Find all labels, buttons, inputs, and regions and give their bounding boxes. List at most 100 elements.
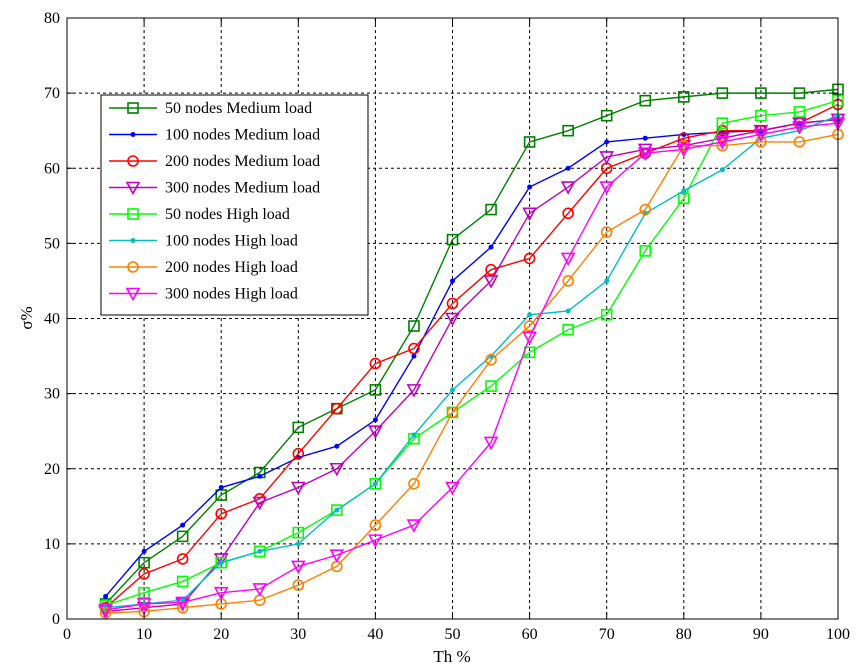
- data-point: [369, 357, 382, 370]
- data-point: [180, 522, 186, 528]
- data-point: [103, 593, 109, 599]
- x-tick-label: 40: [367, 626, 383, 643]
- data-point: [600, 226, 613, 238]
- data-point: [176, 530, 189, 543]
- legend-swatch-marker: [125, 181, 141, 196]
- data-point: [295, 541, 301, 547]
- x-tick-label: 50: [445, 626, 461, 643]
- data-point: [292, 579, 305, 591]
- data-point: [98, 604, 113, 618]
- legend-entry: 100 nodes High load: [165, 233, 298, 250]
- y-tick-label: 0: [52, 611, 60, 628]
- legend-entry: 200 nodes High load: [165, 259, 298, 276]
- data-point: [368, 534, 383, 548]
- legend-entry: 100 nodes Medium load: [165, 127, 320, 144]
- data-point: [408, 320, 420, 332]
- data-point: [716, 117, 729, 129]
- data-point: [411, 353, 417, 359]
- data-point: [483, 275, 499, 289]
- data-point: [562, 207, 574, 220]
- data-point: [600, 308, 613, 321]
- data-point: [637, 147, 653, 161]
- data-point: [252, 583, 268, 597]
- data-point: [560, 181, 576, 195]
- series-line: [105, 103, 839, 609]
- data-point: [522, 207, 537, 221]
- data-point: [485, 380, 497, 392]
- data-point: [485, 354, 497, 366]
- data-point: [488, 244, 494, 250]
- data-point: [138, 568, 150, 580]
- x-tick-label: 70: [599, 626, 615, 643]
- data-point: [411, 432, 417, 438]
- data-point: [99, 607, 112, 619]
- data-point: [562, 275, 574, 287]
- data-point: [677, 91, 690, 103]
- data-point: [292, 526, 305, 539]
- data-point: [446, 233, 459, 246]
- y-tick-label: 60: [44, 160, 60, 177]
- data-point: [676, 143, 692, 158]
- data-point: [141, 548, 147, 554]
- data-point: [755, 136, 767, 148]
- y-tick-label: 80: [44, 10, 60, 27]
- data-point: [136, 598, 152, 612]
- y-tick-label: 20: [44, 461, 60, 478]
- series-layer: [98, 83, 846, 620]
- data-point: [334, 507, 340, 513]
- data-point: [523, 252, 536, 265]
- data-point: [215, 489, 227, 501]
- y-tick-label: 40: [44, 311, 60, 328]
- data-point: [527, 312, 533, 318]
- legend-swatch-marker: [127, 102, 139, 114]
- data-point: [292, 447, 305, 460]
- x-tick-label: 0: [63, 626, 71, 643]
- data-point: [329, 462, 345, 477]
- data-point: [677, 132, 690, 144]
- data-point: [408, 477, 420, 490]
- data-point: [637, 143, 653, 158]
- data-point: [446, 406, 459, 419]
- y-tick-label: 10: [44, 536, 60, 553]
- x-tick-label: 30: [290, 626, 306, 643]
- series-line: [105, 133, 839, 614]
- data-point: [138, 556, 150, 569]
- data-point: [599, 181, 615, 195]
- data-point: [793, 87, 806, 99]
- series-line: [105, 115, 839, 609]
- data-point: [604, 278, 610, 284]
- legend: 50 nodes Medium load 100 nodes Medium loa…: [100, 94, 369, 316]
- x-axis-label: Th %: [433, 647, 470, 666]
- y-tick-label: 30: [44, 386, 60, 403]
- data-point: [331, 402, 343, 415]
- series-line: [105, 122, 839, 611]
- data-point: [176, 575, 189, 588]
- data-point: [445, 312, 460, 327]
- data-point: [639, 94, 652, 107]
- data-point: [716, 124, 729, 137]
- data-point: [600, 109, 613, 122]
- data-point: [792, 117, 807, 131]
- data-point: [290, 560, 306, 575]
- legend-entry: 50 nodes High load: [165, 206, 290, 223]
- data-point: [753, 128, 769, 143]
- x-tick-label: 100: [826, 626, 850, 643]
- data-point: [215, 508, 227, 520]
- ticks: 0 10 20 30 40 50 60 70 80 90 100 0 10 20 30 40 50 60 70 80: [44, 10, 850, 643]
- data-point: [522, 331, 537, 345]
- data-point: [138, 586, 150, 599]
- legend-entry: 50 nodes Medium load: [165, 100, 312, 117]
- data-point: [642, 135, 648, 141]
- data-point: [716, 87, 729, 99]
- data-point: [677, 192, 690, 205]
- data-point: [755, 109, 767, 122]
- data-point: [176, 553, 189, 565]
- data-point: [450, 278, 455, 284]
- data-point: [334, 443, 340, 449]
- data-point: [753, 124, 769, 139]
- y-tick-label: 70: [44, 85, 60, 102]
- series-line: [105, 118, 839, 613]
- x-tick-label: 60: [522, 626, 538, 643]
- x-tick-label: 20: [213, 626, 229, 643]
